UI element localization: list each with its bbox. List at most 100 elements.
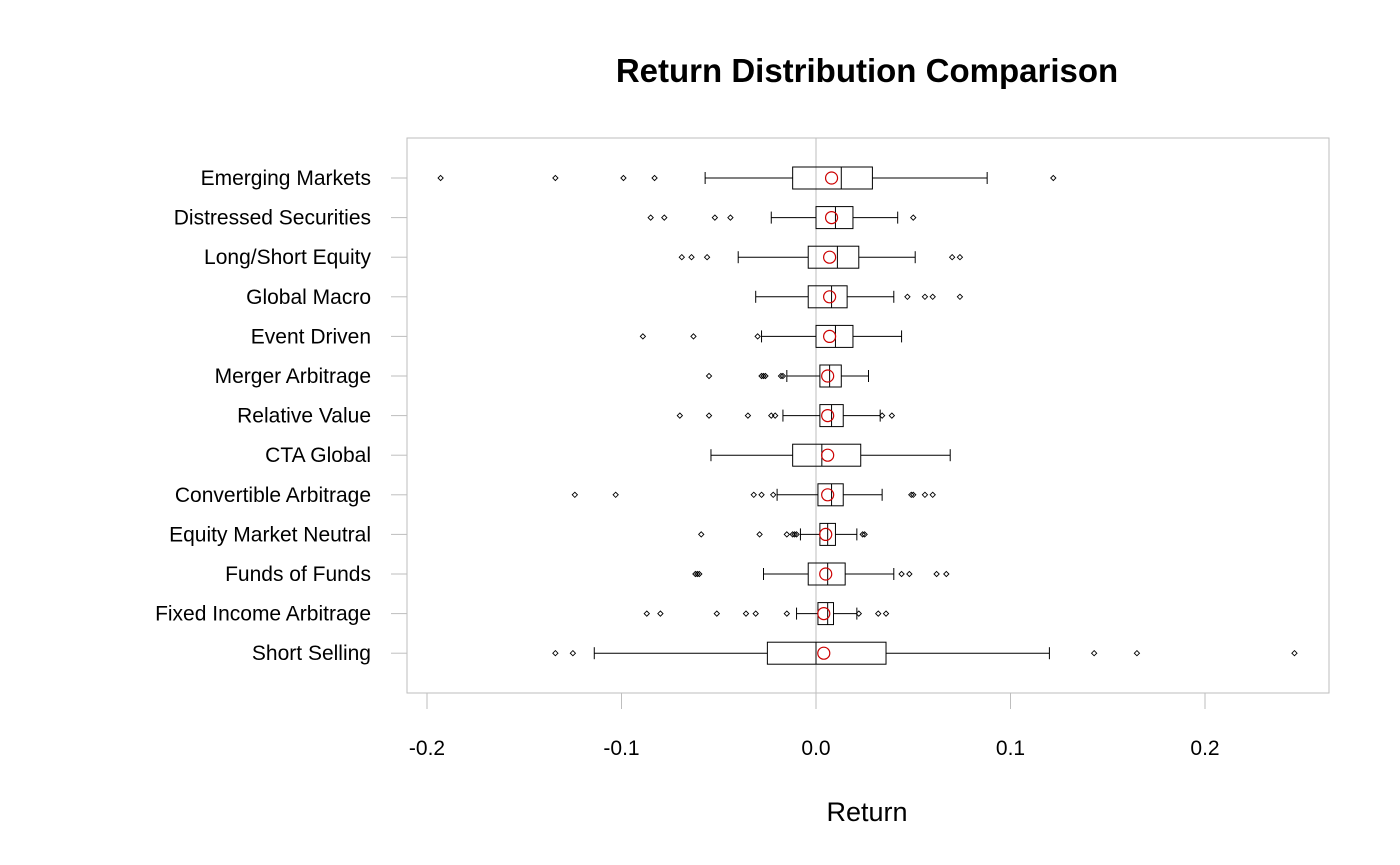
outlier-point bbox=[639, 333, 647, 340]
outlier-point bbox=[690, 333, 697, 340]
outlier-point bbox=[647, 214, 654, 221]
outlier-point bbox=[705, 412, 713, 419]
outlier-point bbox=[437, 174, 444, 182]
outlier-point bbox=[756, 531, 763, 538]
series-merger-arbitrage bbox=[705, 364, 870, 388]
outlier-point bbox=[921, 293, 929, 301]
mean-marker bbox=[819, 567, 833, 581]
mean-marker bbox=[824, 211, 839, 225]
outlier-point bbox=[754, 333, 761, 340]
outlier-point bbox=[742, 610, 750, 617]
outlier-point bbox=[752, 610, 759, 617]
outlier-point bbox=[859, 531, 866, 538]
iqr-box bbox=[815, 324, 854, 348]
category-label: Emerging Markets bbox=[201, 167, 371, 190]
outlier-point bbox=[910, 214, 917, 221]
series-emerging-markets bbox=[437, 166, 1057, 190]
category-label: Relative Value bbox=[237, 405, 371, 428]
outlier-point bbox=[1291, 649, 1298, 657]
iqr-box bbox=[807, 285, 848, 309]
outlier-point bbox=[760, 372, 767, 380]
mean-marker bbox=[824, 171, 839, 185]
category-label: Merger Arbitrage bbox=[215, 365, 371, 388]
mean-marker bbox=[817, 606, 831, 621]
x-tick-label: 0.1 bbox=[996, 737, 1025, 760]
series-cta-global bbox=[710, 443, 951, 467]
outlier-point bbox=[791, 531, 798, 538]
outlier-point bbox=[769, 491, 777, 499]
x-tick-label: 0.0 bbox=[801, 737, 830, 760]
outlier-point bbox=[779, 372, 787, 380]
outlier-point bbox=[948, 253, 956, 261]
mean-marker bbox=[823, 250, 837, 264]
iqr-box bbox=[815, 206, 854, 230]
outlier-point bbox=[651, 174, 658, 182]
mean-marker bbox=[817, 646, 831, 660]
outlier-point bbox=[744, 412, 752, 419]
outlier-point bbox=[571, 491, 579, 499]
outlier-point bbox=[762, 372, 769, 380]
category-label: Convertible Arbitrage bbox=[175, 484, 371, 507]
iqr-box bbox=[817, 483, 844, 507]
series-equity-market-neutral bbox=[698, 522, 868, 546]
outlier-point bbox=[783, 531, 791, 538]
outlier-point bbox=[552, 174, 559, 182]
outlier-point bbox=[878, 412, 886, 419]
outlier-point bbox=[861, 531, 868, 538]
iqr-box bbox=[792, 443, 862, 467]
category-label: Distressed Securities bbox=[174, 207, 371, 230]
outlier-point bbox=[908, 491, 915, 499]
outlier-point bbox=[929, 491, 936, 499]
outlier-point bbox=[906, 570, 913, 578]
outlier-point bbox=[552, 649, 559, 657]
x-tick-label: 0.2 bbox=[1190, 737, 1219, 760]
outlier-point bbox=[705, 372, 713, 380]
outlier-point bbox=[882, 610, 890, 617]
outlier-point bbox=[783, 610, 791, 617]
outlier-point bbox=[929, 293, 936, 301]
mean-marker bbox=[823, 329, 837, 343]
outlier-point bbox=[711, 214, 719, 221]
iqr-box bbox=[766, 641, 887, 665]
iqr-box bbox=[807, 562, 846, 586]
outlier-point bbox=[933, 570, 940, 578]
category-label: Funds of Funds bbox=[225, 563, 371, 586]
series-relative-value bbox=[676, 404, 896, 428]
iqr-box bbox=[819, 364, 842, 388]
iqr-box bbox=[792, 166, 873, 190]
x-tick-label: -0.2 bbox=[409, 737, 445, 760]
outlier-point bbox=[888, 412, 896, 419]
outlier-point bbox=[569, 649, 577, 657]
outlier-point bbox=[1090, 649, 1098, 657]
series-fixed-income-arbitrage bbox=[643, 602, 890, 626]
outlier-point bbox=[1050, 174, 1057, 182]
x-axis: -0.2 -0.1 0.0 0.1 0.2 bbox=[409, 693, 1220, 760]
category-label: CTA Global bbox=[265, 444, 371, 467]
outlier-point bbox=[758, 491, 765, 499]
iqr-box bbox=[807, 245, 860, 269]
category-labels: Emerging Markets Distressed Securities Lon… bbox=[155, 167, 407, 665]
outlier-point bbox=[1133, 649, 1141, 657]
outlier-point bbox=[855, 610, 863, 617]
x-tick-label: -0.1 bbox=[603, 737, 639, 760]
series-short-selling bbox=[552, 641, 1298, 665]
category-label: Short Selling bbox=[252, 642, 371, 665]
outlier-point bbox=[956, 293, 964, 301]
category-label: Long/Short Equity bbox=[204, 246, 371, 269]
series-layer bbox=[437, 166, 1298, 665]
outlier-point bbox=[694, 570, 701, 578]
mean-marker bbox=[821, 448, 835, 462]
outlier-point bbox=[643, 610, 651, 617]
outlier-point bbox=[943, 570, 950, 578]
outlier-point bbox=[771, 412, 779, 419]
outlier-point bbox=[793, 531, 800, 538]
chart-title: Return Distribution Comparison bbox=[616, 52, 1118, 89]
category-label: Event Driven bbox=[251, 325, 371, 348]
outlier-point bbox=[657, 610, 664, 617]
outlier-point bbox=[727, 214, 734, 221]
x-axis-label: Return bbox=[826, 797, 907, 827]
outlier-point bbox=[696, 570, 703, 578]
outlier-point bbox=[904, 293, 911, 301]
outlier-point bbox=[713, 610, 721, 617]
mean-marker bbox=[823, 290, 837, 304]
